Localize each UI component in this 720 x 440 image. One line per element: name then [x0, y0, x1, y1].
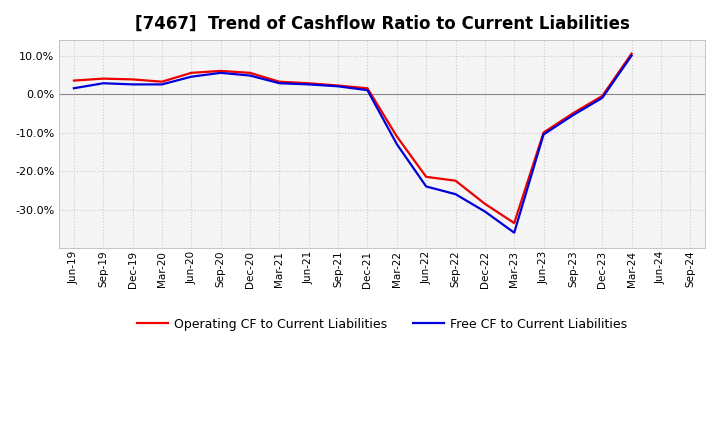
Line: Free CF to Current Liabilities: Free CF to Current Liabilities [74, 55, 631, 233]
Operating CF to Current Liabilities [158, 79, 166, 84]
Operating CF to Current Liabilities [539, 130, 548, 135]
Operating CF to Current Liabilities [216, 68, 225, 73]
Free CF to Current Liabilities [216, 70, 225, 76]
Operating CF to Current Liabilities [627, 51, 636, 56]
Operating CF to Current Liabilities [70, 78, 78, 83]
Operating CF to Current Liabilities [451, 178, 460, 183]
Free CF to Current Liabilities [510, 230, 518, 235]
Operating CF to Current Liabilities [187, 70, 196, 76]
Free CF to Current Liabilities [569, 113, 577, 118]
Operating CF to Current Liabilities [128, 77, 137, 82]
Free CF to Current Liabilities [334, 84, 343, 89]
Free CF to Current Liabilities [70, 86, 78, 91]
Free CF to Current Liabilities [246, 73, 254, 78]
Legend: Operating CF to Current Liabilities, Free CF to Current Liabilities: Operating CF to Current Liabilities, Fre… [132, 312, 632, 336]
Operating CF to Current Liabilities [363, 86, 372, 91]
Free CF to Current Liabilities [598, 95, 606, 100]
Operating CF to Current Liabilities [422, 174, 431, 180]
Operating CF to Current Liabilities [480, 201, 489, 206]
Free CF to Current Liabilities [422, 184, 431, 189]
Free CF to Current Liabilities [392, 141, 401, 147]
Free CF to Current Liabilities [363, 88, 372, 93]
Operating CF to Current Liabilities [305, 81, 313, 86]
Operating CF to Current Liabilities [598, 93, 606, 99]
Free CF to Current Liabilities [451, 191, 460, 197]
Operating CF to Current Liabilities [246, 70, 254, 76]
Operating CF to Current Liabilities [569, 110, 577, 116]
Operating CF to Current Liabilities [99, 76, 107, 81]
Operating CF to Current Liabilities [334, 83, 343, 88]
Free CF to Current Liabilities [128, 82, 137, 87]
Title: [7467]  Trend of Cashflow Ratio to Current Liabilities: [7467] Trend of Cashflow Ratio to Curren… [135, 15, 629, 33]
Free CF to Current Liabilities [187, 74, 196, 79]
Operating CF to Current Liabilities [392, 134, 401, 139]
Free CF to Current Liabilities [480, 209, 489, 214]
Line: Operating CF to Current Liabilities: Operating CF to Current Liabilities [74, 54, 631, 223]
Operating CF to Current Liabilities [510, 220, 518, 226]
Operating CF to Current Liabilities [275, 79, 284, 84]
Free CF to Current Liabilities [627, 53, 636, 58]
Free CF to Current Liabilities [275, 81, 284, 86]
Free CF to Current Liabilities [539, 132, 548, 137]
Free CF to Current Liabilities [158, 82, 166, 87]
Free CF to Current Liabilities [99, 81, 107, 86]
Free CF to Current Liabilities [305, 82, 313, 87]
